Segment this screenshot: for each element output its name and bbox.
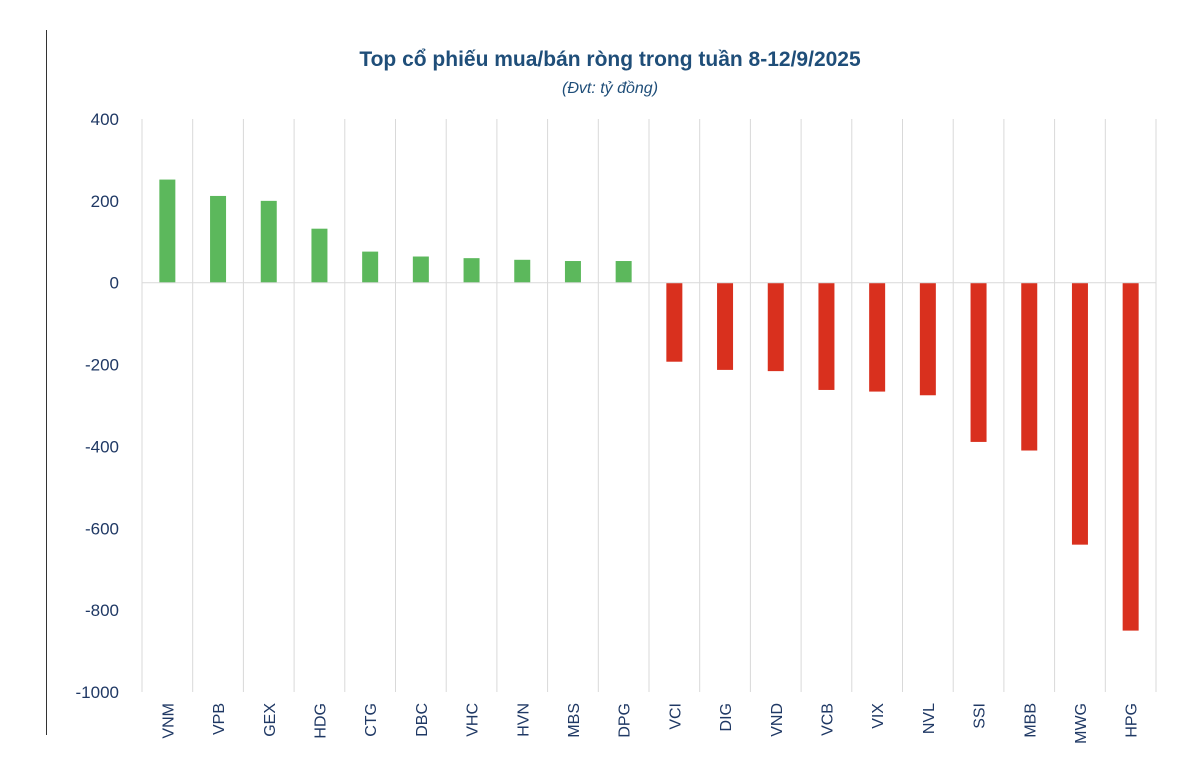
x-tick-label: NVL — [921, 703, 938, 734]
bar-vnd — [767, 282, 784, 372]
bar-vci — [666, 282, 683, 362]
x-tick-label: MWG — [1073, 703, 1090, 744]
y-tick-label: -400 — [85, 437, 119, 456]
x-tick-label: VNM — [160, 703, 177, 739]
x-tick-label: VCB — [819, 703, 836, 736]
left-border-line — [46, 30, 47, 735]
x-tick-label: HDG — [312, 703, 329, 739]
x-tick-label: GEX — [262, 703, 279, 737]
bar-ctg — [362, 251, 379, 283]
x-tick-label: VPB — [211, 703, 228, 735]
x-axis-tick-labels: VNM VPB GEX HDG CTG DBC VHC HVN MBS DPG VCI DIG VND V… — [160, 703, 1140, 744]
y-axis-tick-labels: 400 200 0 -200 -400 -600 -800 -1000 — [76, 110, 119, 702]
bar-vhc — [463, 258, 480, 283]
gridlines — [141, 119, 1157, 692]
y-tick-label: 400 — [91, 110, 119, 129]
bar-hdg — [311, 228, 328, 283]
y-tick-label: -200 — [85, 356, 119, 375]
bar-hvn — [514, 259, 531, 283]
bar-mbs — [564, 261, 581, 283]
x-tick-label: SSI — [972, 703, 989, 729]
bar-dig — [717, 282, 734, 370]
x-tick-label: MBB — [1022, 703, 1039, 738]
bar-gex — [260, 200, 277, 283]
x-tick-label: MBS — [566, 703, 583, 738]
bar-vnm — [159, 179, 176, 283]
bars — [159, 179, 1139, 631]
x-tick-label: VHC — [465, 703, 482, 737]
x-tick-label: CTG — [363, 703, 380, 737]
x-tick-label: VND — [769, 703, 786, 737]
bar-vix — [869, 282, 886, 392]
chart-title: Top cổ phiếu mua/bán ròng trong tuần 8-1… — [359, 48, 861, 71]
x-tick-label: DPG — [617, 703, 634, 738]
y-tick-label: -1000 — [76, 683, 119, 702]
x-tick-label: VIX — [870, 703, 887, 729]
bar-dpg — [615, 261, 632, 283]
x-tick-label: HVN — [515, 703, 532, 737]
bar-mbb — [1021, 282, 1038, 451]
chart-subtitle: (Đvt: tỷ đồng) — [562, 80, 658, 97]
x-tick-label: DIG — [718, 703, 735, 731]
x-tick-label: HPG — [1124, 703, 1141, 738]
bar-mwg — [1071, 282, 1088, 545]
y-tick-label: 200 — [91, 192, 119, 211]
y-tick-label: -800 — [85, 601, 119, 620]
bar-dbc — [412, 256, 429, 283]
bar-nvl — [919, 282, 936, 396]
bar-hpg — [1122, 282, 1139, 631]
bar-ssi — [970, 282, 987, 442]
x-tick-label: VCI — [667, 703, 684, 730]
bar-vcb — [818, 282, 835, 390]
bar-vpb — [210, 195, 227, 283]
y-tick-label: -600 — [85, 519, 119, 538]
x-tick-label: DBC — [414, 703, 431, 737]
y-tick-label: 0 — [110, 274, 119, 293]
